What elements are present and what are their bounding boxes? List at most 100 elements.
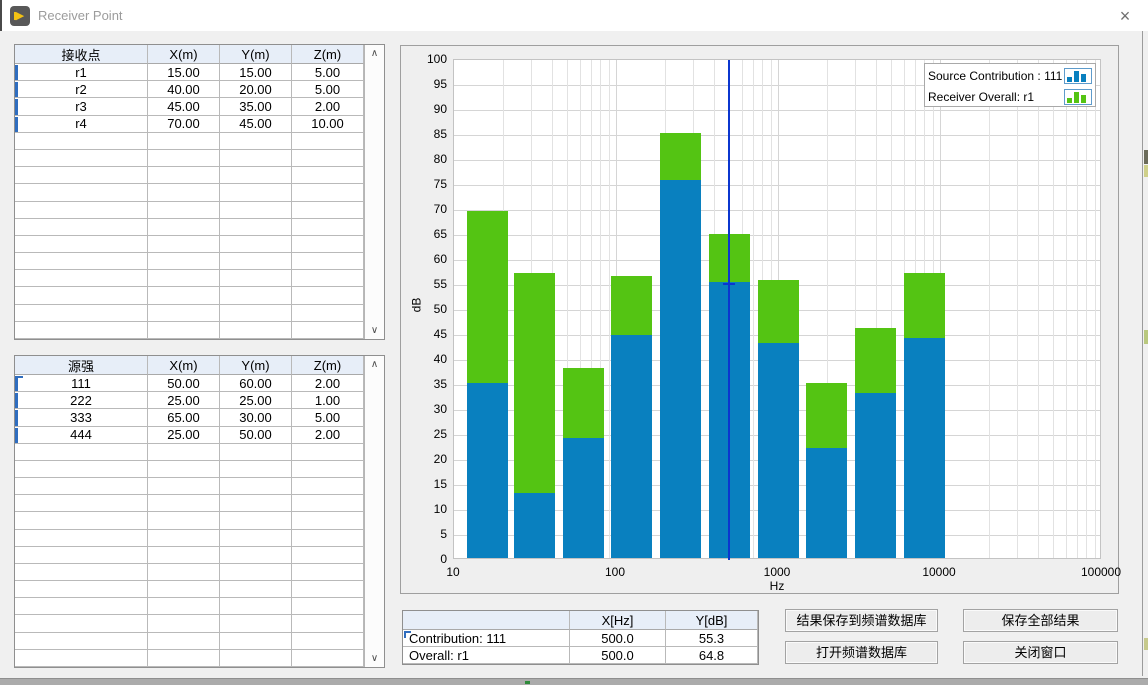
table-cell[interactable] (220, 478, 292, 495)
table-cell[interactable] (292, 650, 364, 667)
table-cell[interactable] (292, 253, 364, 270)
table-cell[interactable] (148, 633, 220, 650)
table-cell[interactable] (292, 461, 364, 478)
save-results-to-spectrum-db-button[interactable]: 结果保存到频谱数据库 (785, 609, 938, 632)
save-all-results-button[interactable]: 保存全部结果 (963, 609, 1118, 632)
table-cell[interactable] (220, 184, 292, 201)
table-cell[interactable] (220, 150, 292, 167)
table-cell[interactable] (148, 478, 220, 495)
table-cell[interactable] (148, 495, 220, 512)
scroll-down-icon[interactable]: ∨ (365, 322, 384, 339)
source-table-scrollbar[interactable]: ∧ ∨ (364, 356, 384, 667)
legend-item[interactable]: Source Contribution : 111 (928, 66, 1092, 86)
cursor-table-cell[interactable]: Contribution: 111 (403, 630, 570, 647)
table-cell[interactable] (15, 236, 148, 253)
table-cell[interactable] (148, 598, 220, 615)
table-cell[interactable] (148, 287, 220, 304)
table-cell[interactable] (292, 581, 364, 598)
table-cell[interactable] (292, 202, 364, 219)
table-cell[interactable] (220, 270, 292, 287)
cursor-table-cell[interactable]: 500.0 (570, 630, 666, 647)
table-cell[interactable]: 25.00 (220, 392, 292, 409)
table-cell[interactable] (220, 287, 292, 304)
table-cell[interactable] (292, 615, 364, 632)
table-cell[interactable] (292, 322, 364, 339)
table-cell[interactable]: 5.00 (292, 64, 364, 81)
table-cell[interactable] (15, 322, 148, 339)
table-cell[interactable] (15, 287, 148, 304)
table-cell[interactable] (292, 547, 364, 564)
cursor-position-marker[interactable] (723, 283, 735, 285)
table-cell[interactable] (15, 219, 148, 236)
close-window-icon[interactable]: × (1112, 4, 1138, 28)
table-cell[interactable]: 70.00 (148, 116, 220, 133)
table-cell[interactable] (220, 564, 292, 581)
scroll-down-icon[interactable]: ∨ (365, 650, 384, 667)
table-cell[interactable] (148, 270, 220, 287)
table-cell[interactable]: r1 (15, 64, 148, 81)
table-cell[interactable] (292, 495, 364, 512)
table-cell[interactable]: 444 (15, 427, 148, 444)
table-cell[interactable]: r3 (15, 98, 148, 115)
table-cell[interactable] (292, 530, 364, 547)
table-cell[interactable] (220, 253, 292, 270)
open-spectrum-db-button[interactable]: 打开频谱数据库 (785, 641, 938, 664)
table-cell[interactable] (220, 598, 292, 615)
table-cell[interactable] (148, 444, 220, 461)
table-cell[interactable] (148, 219, 220, 236)
table-cell[interactable] (148, 133, 220, 150)
table-cell[interactable] (148, 184, 220, 201)
table-cell[interactable] (292, 512, 364, 529)
table-cell[interactable]: 5.00 (292, 81, 364, 98)
table-cell[interactable] (292, 236, 364, 253)
table-cell[interactable] (220, 581, 292, 598)
table-cell[interactable] (15, 444, 148, 461)
table-cell[interactable] (148, 253, 220, 270)
table-cell[interactable] (292, 133, 364, 150)
table-cell[interactable] (292, 167, 364, 184)
table-cell[interactable] (220, 495, 292, 512)
table-cell[interactable] (292, 633, 364, 650)
table-cell[interactable] (292, 564, 364, 581)
table-cell[interactable]: 333 (15, 409, 148, 426)
table-cell[interactable] (220, 547, 292, 564)
table-cell[interactable]: 30.00 (220, 409, 292, 426)
cursor-table-cell[interactable]: 55.3 (666, 630, 758, 647)
table-cell[interactable] (220, 236, 292, 253)
legend-item[interactable]: Receiver Overall: r1 (928, 87, 1092, 107)
table-cell[interactable] (15, 305, 148, 322)
table-cell[interactable] (220, 530, 292, 547)
table-cell[interactable] (292, 444, 364, 461)
table-cell[interactable] (15, 133, 148, 150)
table-cell[interactable] (292, 598, 364, 615)
table-cell[interactable] (15, 461, 148, 478)
table-cell[interactable] (220, 633, 292, 650)
table-cell[interactable] (15, 615, 148, 632)
table-cell[interactable] (148, 167, 220, 184)
table-cell[interactable]: 50.00 (148, 375, 220, 392)
table-cell[interactable]: 25.00 (148, 392, 220, 409)
table-cell[interactable]: 222 (15, 392, 148, 409)
cursor-line[interactable] (728, 60, 730, 560)
table-cell[interactable] (292, 270, 364, 287)
table-cell[interactable] (148, 650, 220, 667)
table-cell[interactable] (148, 615, 220, 632)
table-cell[interactable] (148, 530, 220, 547)
table-cell[interactable] (220, 305, 292, 322)
table-cell[interactable]: 50.00 (220, 427, 292, 444)
table-cell[interactable] (292, 184, 364, 201)
table-cell[interactable] (148, 512, 220, 529)
table-cell[interactable] (220, 650, 292, 667)
table-cell[interactable]: 65.00 (148, 409, 220, 426)
table-cell[interactable]: 2.00 (292, 375, 364, 392)
table-cell[interactable] (15, 202, 148, 219)
table-cell[interactable]: 25.00 (148, 427, 220, 444)
scroll-up-icon[interactable]: ∧ (365, 356, 384, 373)
scroll-up-icon[interactable]: ∧ (365, 45, 384, 62)
table-cell[interactable] (15, 167, 148, 184)
table-cell[interactable] (148, 202, 220, 219)
table-cell[interactable] (15, 650, 148, 667)
table-cell[interactable] (220, 444, 292, 461)
table-cell[interactable] (15, 598, 148, 615)
table-cell[interactable] (292, 305, 364, 322)
